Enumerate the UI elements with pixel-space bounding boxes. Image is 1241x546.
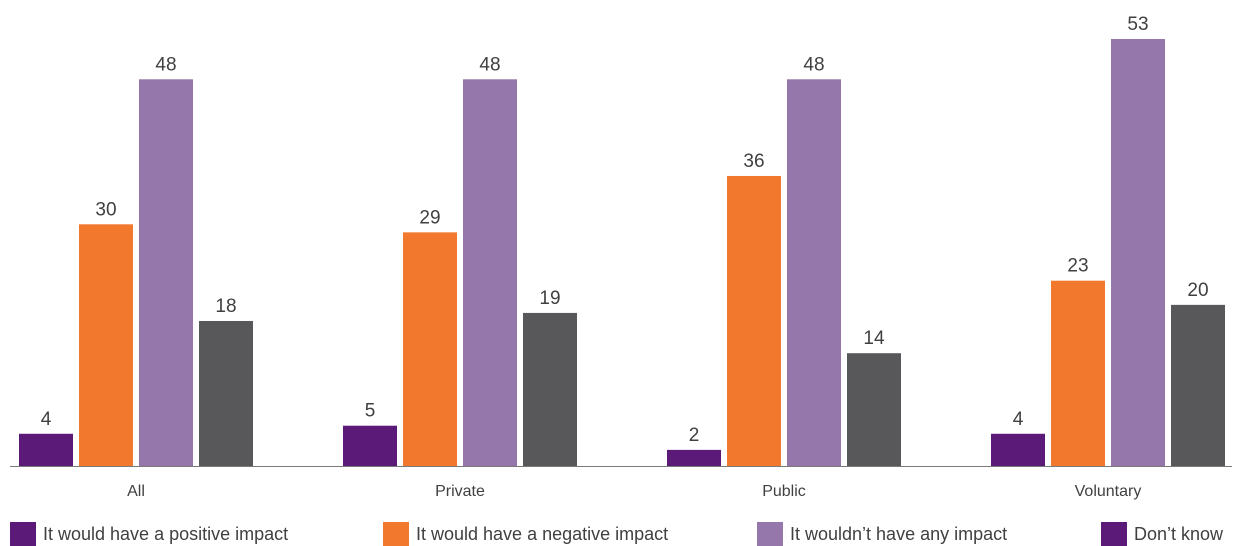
legend-swatch-3	[757, 522, 783, 546]
data-label-voluntary-series-2: 23	[1067, 256, 1088, 277]
bar-voluntary-series-2	[1051, 280, 1105, 466]
data-label-public-series-1: 2	[689, 425, 700, 446]
bar-all-series-1	[19, 433, 73, 466]
data-label-private-series-1: 5	[365, 401, 376, 422]
data-label-all-series-2: 30	[95, 199, 116, 220]
data-label-voluntary-series-4: 20	[1187, 280, 1208, 301]
category-label-public: Public	[762, 483, 806, 500]
data-label-public-series-2: 36	[743, 151, 764, 172]
bar-all-series-2	[79, 224, 133, 466]
bar-public-series-4	[847, 353, 901, 466]
category-label-private: Private	[435, 483, 485, 500]
bar-private-series-2	[403, 232, 457, 466]
bar-voluntary-series-3	[1111, 39, 1165, 466]
data-label-voluntary-series-3: 53	[1127, 14, 1148, 35]
bar-private-series-4	[523, 312, 577, 466]
legend-label-1: It would have a positive impact	[43, 524, 288, 544]
legend-swatch-2	[383, 522, 409, 546]
data-label-all-series-3: 48	[155, 54, 176, 75]
bar-private-series-1	[343, 425, 397, 466]
bar-public-series-3	[787, 79, 841, 466]
bar-all-series-4	[199, 320, 253, 466]
category-label-voluntary: Voluntary	[1075, 483, 1142, 500]
category-label-all: All	[127, 483, 145, 500]
bar-private-series-3	[463, 79, 517, 466]
bar-voluntary-series-4	[1171, 304, 1225, 466]
data-label-private-series-2: 29	[419, 207, 440, 228]
data-label-all-series-1: 4	[41, 409, 52, 430]
legend-swatch-4	[1101, 522, 1127, 546]
legend-label-4: Don’t know	[1134, 524, 1224, 544]
data-label-private-series-3: 48	[479, 54, 500, 75]
legend-swatch-1	[10, 522, 36, 546]
data-label-voluntary-series-1: 4	[1013, 409, 1024, 430]
legend-label-3: It wouldn’t have any impact	[790, 524, 1007, 544]
bar-public-series-2	[727, 175, 781, 466]
bar-public-series-1	[667, 449, 721, 466]
legend-label-2: It would have a negative impact	[416, 524, 668, 544]
data-label-private-series-4: 19	[539, 288, 560, 309]
data-label-all-series-4: 18	[215, 296, 236, 317]
bar-voluntary-series-1	[991, 433, 1045, 466]
data-label-public-series-3: 48	[803, 54, 824, 75]
bar-all-series-3	[139, 79, 193, 466]
data-label-public-series-4: 14	[863, 328, 885, 349]
